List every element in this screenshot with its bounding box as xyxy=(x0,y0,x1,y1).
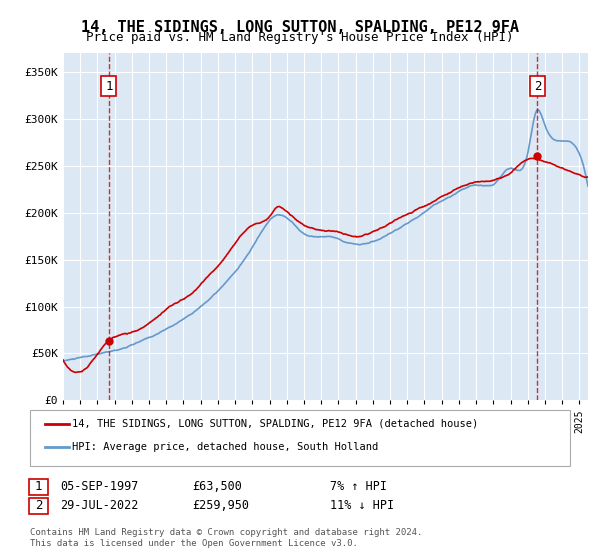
Text: 14, THE SIDINGS, LONG SUTTON, SPALDING, PE12 9FA: 14, THE SIDINGS, LONG SUTTON, SPALDING, … xyxy=(81,20,519,35)
Text: £259,950: £259,950 xyxy=(192,499,249,512)
Text: £63,500: £63,500 xyxy=(192,480,242,493)
Text: 11% ↓ HPI: 11% ↓ HPI xyxy=(330,499,394,512)
Text: 1: 1 xyxy=(35,480,42,493)
Text: HPI: Average price, detached house, South Holland: HPI: Average price, detached house, Sout… xyxy=(72,442,378,452)
Text: 7% ↑ HPI: 7% ↑ HPI xyxy=(330,480,387,493)
Text: 14, THE SIDINGS, LONG SUTTON, SPALDING, PE12 9FA (detached house): 14, THE SIDINGS, LONG SUTTON, SPALDING, … xyxy=(72,419,478,429)
Text: 05-SEP-1997: 05-SEP-1997 xyxy=(60,480,139,493)
Text: 29-JUL-2022: 29-JUL-2022 xyxy=(60,499,139,512)
Text: 1: 1 xyxy=(105,80,113,92)
Text: Contains HM Land Registry data © Crown copyright and database right 2024.
This d: Contains HM Land Registry data © Crown c… xyxy=(30,528,422,548)
Text: 2: 2 xyxy=(533,80,541,92)
Text: 2: 2 xyxy=(35,499,42,512)
Text: Price paid vs. HM Land Registry's House Price Index (HPI): Price paid vs. HM Land Registry's House … xyxy=(86,31,514,44)
